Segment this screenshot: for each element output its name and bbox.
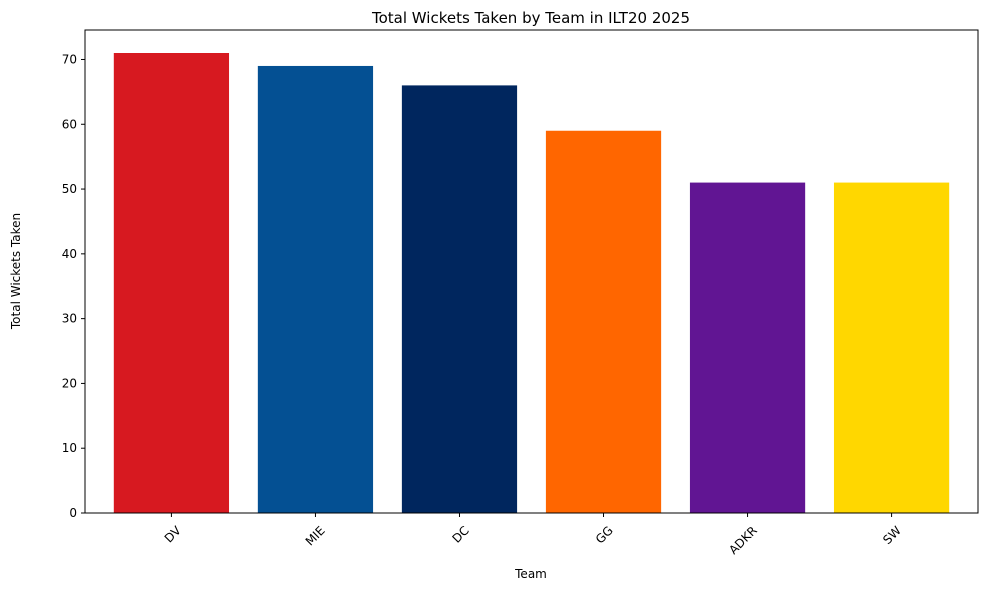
- y-tick-label: 0: [69, 506, 77, 520]
- x-axis: DV MIE DC GG ADKR SW: [162, 513, 904, 557]
- x-tick-label: GG: [593, 523, 616, 546]
- chart-title: Total Wickets Taken by Team in ILT20 202…: [371, 9, 690, 27]
- y-tick-label: 30: [62, 312, 77, 326]
- y-axis-label: Total Wickets Taken: [9, 213, 23, 330]
- y-tick-label: 10: [62, 441, 77, 455]
- x-tick-label: SW: [880, 523, 904, 547]
- x-tick-label: DV: [162, 523, 185, 546]
- bar-dv: [113, 53, 230, 513]
- y-axis: 0 10 20 30 40 50 60 70: [62, 52, 85, 520]
- plot-frame: [84, 29, 979, 514]
- x-tick-label: DC: [449, 523, 471, 545]
- y-tick-label: 70: [62, 52, 77, 66]
- bar-mie: [257, 65, 374, 513]
- y-tick-label: 40: [62, 247, 77, 261]
- y-tick-label: 60: [62, 117, 77, 131]
- bar-sw: [833, 182, 950, 514]
- y-tick-label: 20: [62, 376, 77, 390]
- bars-group: [113, 53, 950, 514]
- x-tick-label: ADKR: [726, 523, 760, 557]
- bar-dc: [401, 85, 518, 514]
- x-axis-label: Team: [514, 567, 547, 581]
- bar-adkr: [689, 182, 806, 514]
- x-tick-label: MIE: [303, 523, 328, 548]
- bar-gg: [545, 130, 662, 514]
- y-tick-label: 50: [62, 182, 77, 196]
